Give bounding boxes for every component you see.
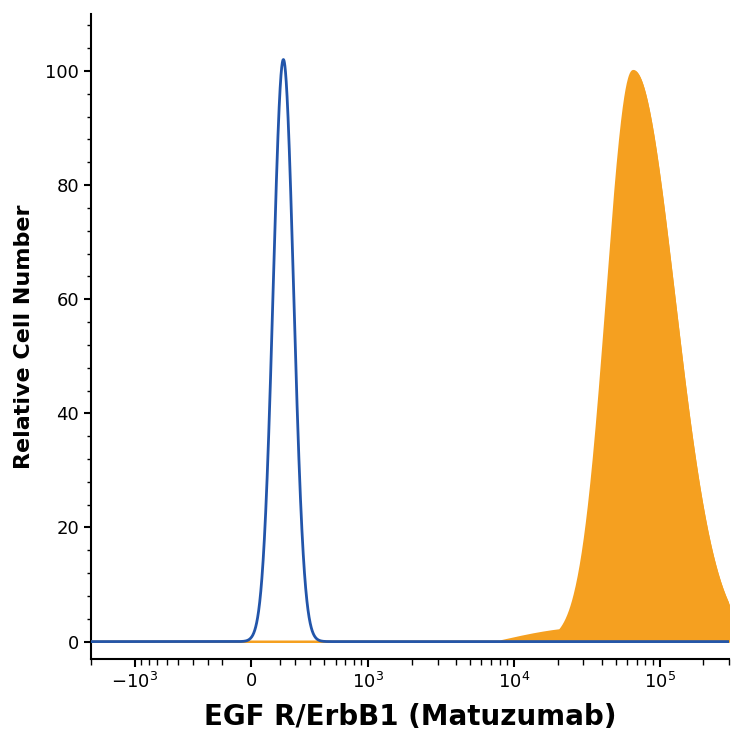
Y-axis label: Relative Cell Number: Relative Cell Number [14, 204, 34, 469]
X-axis label: EGF R/ErbB1 (Matuzumab): EGF R/ErbB1 (Matuzumab) [204, 703, 616, 731]
